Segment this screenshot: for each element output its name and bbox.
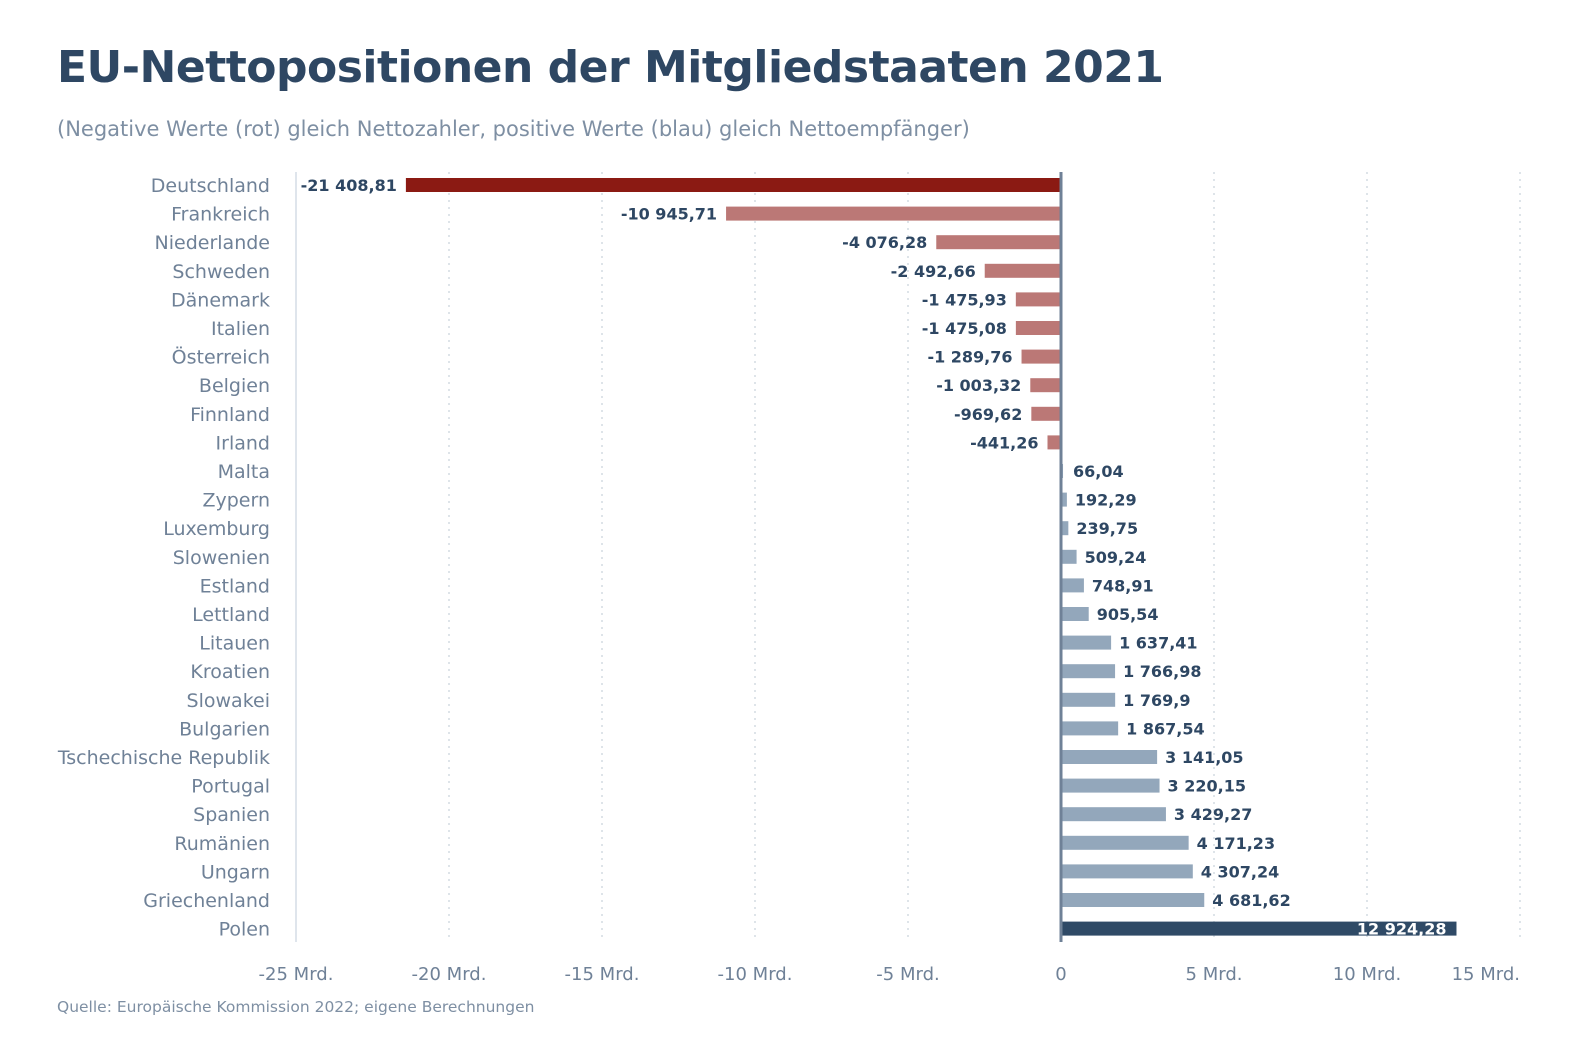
x-tick-label: 0 bbox=[1055, 964, 1066, 985]
data-label: 12 924,28 bbox=[1357, 920, 1447, 939]
data-label: 905,54 bbox=[1097, 605, 1159, 624]
data-label: 1 637,41 bbox=[1119, 634, 1197, 653]
category-label: Slowakei bbox=[187, 690, 270, 712]
category-label: Frankreich bbox=[171, 204, 270, 226]
bar bbox=[1061, 835, 1189, 850]
bar bbox=[1061, 578, 1084, 593]
category-label: Litauen bbox=[199, 633, 270, 655]
category-label: Estland bbox=[200, 575, 270, 597]
x-tick-label: -20 Mrd. bbox=[412, 964, 487, 985]
bar bbox=[1061, 521, 1069, 536]
chart-title: EU-Nettopositionen der Mitgliedstaaten 2… bbox=[57, 42, 1164, 93]
category-label: Luxemburg bbox=[163, 518, 270, 540]
bar bbox=[405, 178, 1062, 192]
bar bbox=[1061, 549, 1077, 564]
x-tick-label: -15 Mrd. bbox=[565, 964, 640, 985]
data-label: 3 429,27 bbox=[1174, 805, 1252, 824]
category-label: Niederlande bbox=[155, 232, 270, 254]
data-label: -969,62 bbox=[954, 405, 1022, 424]
category-label: Rumänien bbox=[174, 833, 270, 855]
data-label: -1 003,32 bbox=[936, 376, 1021, 395]
data-label: -10 945,71 bbox=[621, 205, 717, 224]
bar bbox=[726, 206, 1061, 221]
x-tick-label: 5 Mrd. bbox=[1186, 964, 1243, 985]
bar bbox=[1061, 635, 1112, 650]
data-label: 1 766,98 bbox=[1123, 662, 1201, 681]
bar bbox=[1061, 664, 1116, 679]
x-tick-label: -10 Mrd. bbox=[718, 964, 793, 985]
category-label: Irland bbox=[216, 432, 270, 454]
category-label: Schweden bbox=[172, 261, 270, 283]
category-label: Italien bbox=[211, 318, 270, 340]
category-label: Malta bbox=[218, 461, 270, 483]
data-label: 4 171,23 bbox=[1197, 834, 1275, 853]
source-note: Quelle: Europäische Kommission 2022; eig… bbox=[57, 998, 535, 1016]
bar bbox=[1061, 692, 1116, 707]
bar bbox=[1061, 807, 1166, 822]
data-label: 4 681,62 bbox=[1212, 891, 1290, 910]
category-label: Griechenland bbox=[143, 890, 270, 912]
bar bbox=[1061, 921, 1457, 936]
data-label: 66,04 bbox=[1073, 462, 1124, 481]
category-label: Zypern bbox=[202, 490, 270, 512]
data-label: -21 408,81 bbox=[301, 176, 397, 195]
bar bbox=[1031, 406, 1061, 421]
x-tick-label: 10 Mrd. bbox=[1333, 964, 1401, 985]
bar bbox=[1061, 750, 1158, 764]
category-label: Belgien bbox=[199, 375, 270, 397]
data-label: 1 769,9 bbox=[1123, 691, 1190, 710]
data-label: 509,24 bbox=[1085, 548, 1147, 567]
data-label: -1 289,76 bbox=[927, 348, 1012, 367]
bar bbox=[1030, 378, 1061, 393]
category-label: Portugal bbox=[191, 776, 270, 798]
x-tick-label: -25 Mrd. bbox=[259, 964, 334, 985]
bar bbox=[1061, 893, 1205, 907]
category-label: Bulgarien bbox=[179, 718, 270, 740]
x-tick-label: -5 Mrd. bbox=[876, 964, 939, 985]
data-label: 3 220,15 bbox=[1168, 777, 1246, 796]
category-label: Kroatien bbox=[190, 661, 270, 683]
bar bbox=[1021, 349, 1061, 364]
category-label: Polen bbox=[219, 919, 270, 941]
bar bbox=[984, 263, 1061, 278]
bar bbox=[1047, 435, 1061, 450]
category-label: Dänemark bbox=[171, 289, 270, 311]
category-label: Lettland bbox=[192, 604, 270, 626]
data-label: 4 307,24 bbox=[1201, 862, 1279, 881]
category-label: Spanien bbox=[193, 804, 270, 826]
bar bbox=[1061, 778, 1160, 793]
category-label: Österreich bbox=[172, 346, 270, 369]
bar bbox=[1015, 321, 1061, 335]
category-label: Ungarn bbox=[201, 861, 270, 883]
x-tick-label: 15 Mrd. bbox=[1452, 964, 1520, 985]
category-label: Tschechische Republik bbox=[57, 747, 270, 769]
data-label: 192,29 bbox=[1075, 491, 1137, 510]
data-label: -4 076,28 bbox=[842, 233, 927, 252]
category-label: Deutschland bbox=[151, 175, 270, 197]
category-label: Finnland bbox=[190, 404, 270, 426]
data-label: -441,26 bbox=[970, 433, 1038, 452]
data-label: -2 492,66 bbox=[891, 262, 976, 281]
bar bbox=[1061, 864, 1193, 879]
data-label: 3 141,05 bbox=[1165, 748, 1243, 767]
bar bbox=[1015, 292, 1061, 307]
bar bbox=[1061, 721, 1119, 736]
data-label: 748,91 bbox=[1092, 576, 1154, 595]
bar bbox=[1061, 492, 1067, 507]
bar bbox=[936, 235, 1061, 250]
data-label: 239,75 bbox=[1076, 519, 1138, 538]
category-label: Slowenien bbox=[173, 547, 270, 569]
data-label: -1 475,93 bbox=[922, 290, 1007, 309]
data-label: 1 867,54 bbox=[1126, 719, 1204, 738]
data-label: -1 475,08 bbox=[922, 319, 1007, 338]
bar bbox=[1061, 607, 1089, 621]
chart-subtitle: (Negative Werte (rot) gleich Nettozahler… bbox=[57, 117, 970, 141]
